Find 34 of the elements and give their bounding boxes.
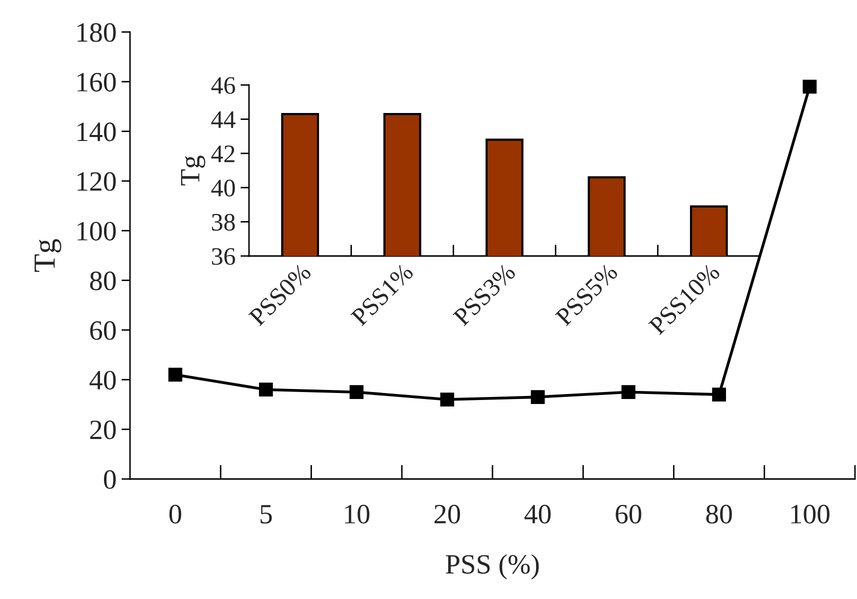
x-tick-label: 0 [169,504,182,524]
y-tick-label: 36 [212,248,236,265]
x-tick-label: 10 [345,504,370,524]
point [350,385,364,400]
point [168,368,182,382]
x-tick-label: 80 [706,504,732,524]
y-axis-title: Tg [181,156,206,186]
point [712,388,726,402]
x-axis-title: PSS (%) [446,554,539,580]
y-tick-label: 44 [211,111,236,128]
point [440,392,454,406]
y-tick-label: 46 [211,77,236,94]
y-tick-label: 140 [78,122,116,142]
y-tick-label: 60 [90,321,116,340]
y-tick-label: 120 [78,172,116,191]
y-tick-label: 40 [90,370,116,390]
x-tick-label: 20 [434,504,460,524]
point [530,390,545,404]
y-tick-label: 40 [211,180,235,197]
y-tick-label: 20 [90,420,116,440]
x-tick-label: 100 [791,504,830,524]
y-tick-label: 0 [104,470,116,489]
y-tick-label: 100 [78,222,116,241]
y-tick-label: 38 [212,214,235,231]
point [802,80,817,94]
x-tick-label: 40 [524,504,551,524]
x-tick-label: 60 [616,504,642,524]
y-tick-label: 42 [211,146,234,162]
x-tick-label: 5 [260,505,272,524]
y-tick-label: 180 [78,23,116,42]
y-axis-title: Tg [34,239,62,272]
point [621,385,636,400]
point [258,382,273,397]
y-tick-label: 160 [78,72,116,92]
